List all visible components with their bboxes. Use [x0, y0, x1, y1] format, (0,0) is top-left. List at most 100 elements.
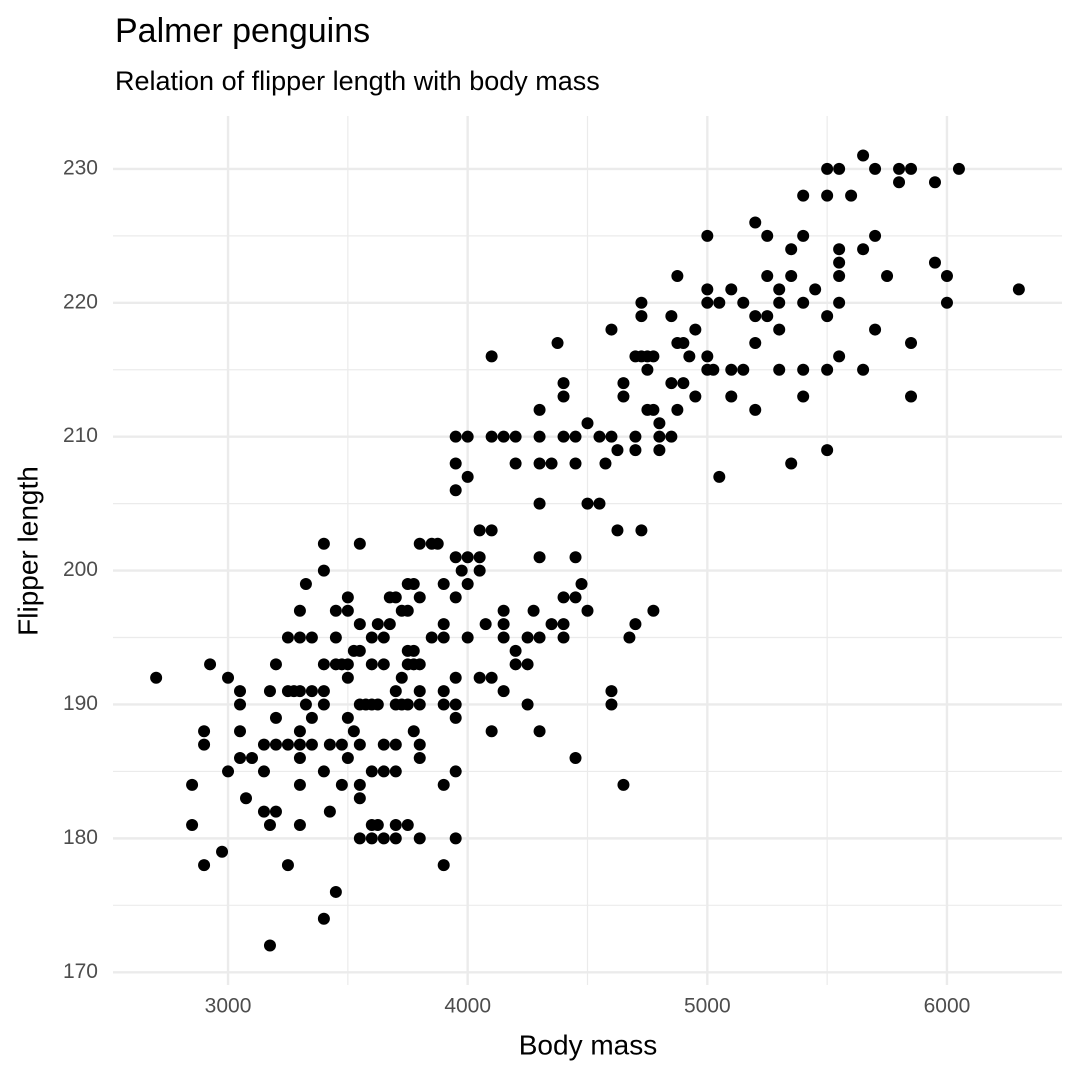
point	[413, 537, 426, 550]
point	[371, 818, 384, 831]
point	[449, 711, 462, 724]
point	[725, 283, 738, 296]
point	[341, 752, 354, 765]
point	[234, 752, 247, 765]
point	[611, 524, 624, 537]
point	[281, 631, 294, 644]
point	[509, 658, 522, 671]
point	[401, 604, 414, 617]
point	[701, 350, 714, 363]
point	[341, 591, 354, 604]
point	[533, 430, 546, 443]
point	[485, 725, 498, 738]
point	[461, 430, 474, 443]
point	[881, 270, 894, 283]
point	[940, 270, 953, 283]
point	[869, 162, 882, 175]
y-tick-label: 220	[63, 290, 98, 313]
point	[737, 363, 750, 376]
point	[665, 377, 678, 390]
point	[383, 618, 396, 631]
point	[713, 296, 726, 309]
point	[485, 671, 498, 684]
point	[569, 591, 582, 604]
point	[737, 296, 750, 309]
point	[449, 430, 462, 443]
point	[341, 671, 354, 684]
point	[329, 604, 342, 617]
point	[797, 390, 810, 403]
point	[605, 430, 618, 443]
point	[293, 631, 306, 644]
point	[1012, 283, 1025, 296]
point	[234, 725, 247, 738]
x-axis-title: Body mass	[519, 1029, 658, 1060]
point	[605, 698, 618, 711]
point	[533, 457, 546, 470]
point	[671, 403, 684, 416]
point	[785, 270, 798, 283]
point	[869, 323, 882, 336]
point	[293, 725, 306, 738]
point	[833, 296, 846, 309]
point	[689, 390, 702, 403]
point	[653, 430, 666, 443]
point	[797, 189, 810, 202]
point	[222, 765, 235, 778]
point	[293, 685, 306, 698]
point	[928, 176, 941, 189]
point	[269, 658, 282, 671]
point	[198, 725, 211, 738]
point	[647, 604, 660, 617]
point	[647, 350, 660, 363]
point	[377, 738, 390, 751]
point	[617, 778, 630, 791]
point	[689, 323, 702, 336]
point	[449, 484, 462, 497]
point	[473, 671, 486, 684]
point	[269, 805, 282, 818]
point	[581, 604, 594, 617]
y-tick-label: 200	[63, 558, 98, 581]
point	[629, 618, 642, 631]
point	[407, 725, 420, 738]
point	[833, 243, 846, 256]
point	[677, 377, 690, 390]
point	[701, 229, 714, 242]
point	[773, 296, 786, 309]
point	[365, 658, 378, 671]
point	[377, 631, 390, 644]
point	[641, 363, 654, 376]
point	[353, 738, 366, 751]
point	[461, 551, 474, 564]
point	[317, 698, 330, 711]
point	[263, 939, 276, 952]
grid	[113, 116, 1062, 985]
point	[473, 524, 486, 537]
point	[389, 591, 402, 604]
point	[204, 658, 217, 671]
point	[341, 711, 354, 724]
point	[353, 778, 366, 791]
point	[353, 792, 366, 805]
point	[234, 698, 247, 711]
point	[599, 457, 612, 470]
point	[437, 577, 450, 590]
point	[940, 296, 953, 309]
point	[413, 685, 426, 698]
point	[845, 189, 858, 202]
point	[833, 256, 846, 269]
point	[407, 577, 420, 590]
point	[797, 229, 810, 242]
point	[305, 631, 318, 644]
y-tick-label: 170	[63, 960, 98, 983]
point	[635, 524, 648, 537]
chart-subtitle: Relation of flipper length with body mas…	[115, 66, 600, 96]
point	[461, 470, 474, 483]
point	[785, 457, 798, 470]
x-tick-label: 3000	[205, 995, 252, 1018]
point	[617, 390, 630, 403]
point	[809, 283, 822, 296]
point	[671, 270, 684, 283]
